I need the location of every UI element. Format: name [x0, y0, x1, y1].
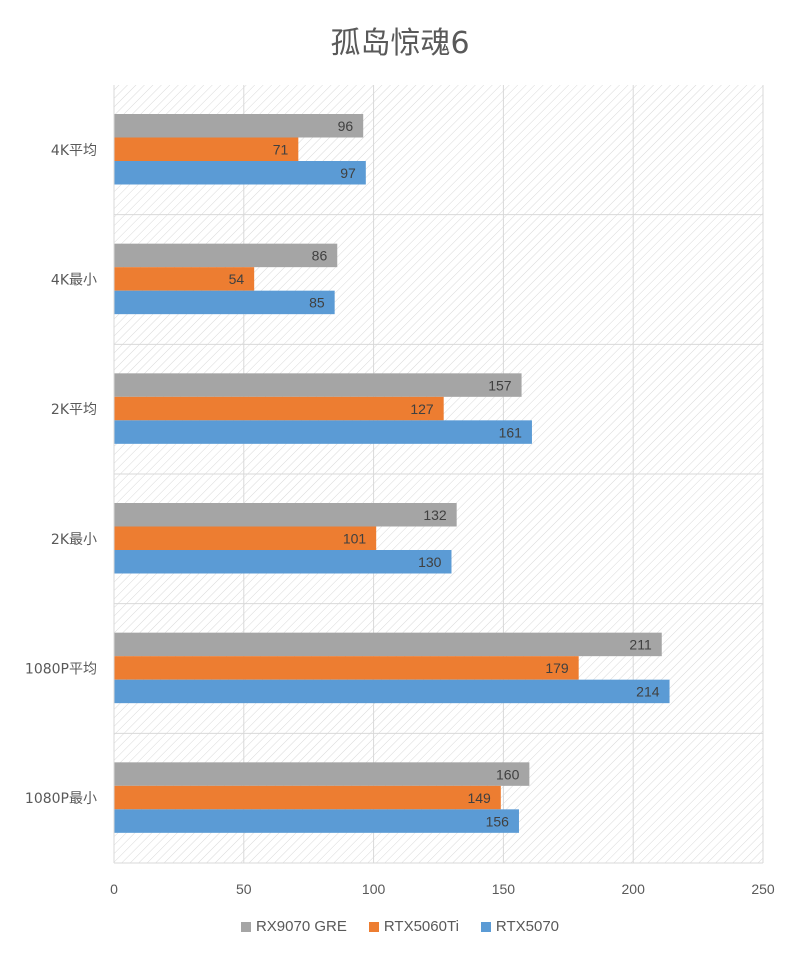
bar-rtx5060ti: [114, 137, 299, 161]
bar-rtx5070: [114, 679, 670, 704]
x-tick-label: 100: [362, 881, 386, 897]
data-label: 85: [309, 295, 325, 311]
bar-rx9070-gre: [114, 503, 457, 527]
data-label: 101: [343, 531, 367, 547]
bar-rx9070-gre: [114, 762, 530, 786]
bar-rx9070-gre: [114, 632, 662, 657]
legend-label: RTX5060Ti: [383, 918, 459, 935]
bar-rtx5060ti: [114, 785, 501, 810]
data-label: 132: [423, 507, 447, 523]
category-label: 4K最小: [51, 273, 97, 289]
data-label: 86: [312, 248, 328, 264]
data-label: 211: [629, 637, 652, 653]
data-label: 179: [545, 660, 569, 676]
category-label: 4K平均: [51, 143, 97, 159]
data-label: 157: [488, 377, 512, 393]
data-label: 71: [273, 142, 289, 158]
category-label: 2K平均: [51, 402, 97, 418]
data-label: 130: [418, 554, 442, 570]
bar-rtx5070: [114, 550, 452, 574]
x-tick-label: 50: [236, 881, 252, 897]
data-label: 214: [636, 684, 660, 700]
legend-label: RTX5070: [495, 918, 560, 935]
legend-item: RTX5060Ti: [368, 918, 459, 935]
category-label: 2K最小: [51, 532, 97, 548]
bar-rx9070-gre: [114, 243, 338, 268]
data-label: 149: [467, 790, 491, 806]
bar-rx9070-gre: [114, 114, 364, 138]
data-label: 97: [340, 165, 356, 181]
category-label: 1080P平均: [25, 662, 97, 678]
bar-rtx5060ti: [114, 396, 444, 421]
x-tick-label: 250: [751, 881, 775, 897]
legend-swatch: [480, 921, 491, 932]
bar-rtx5060ti: [114, 656, 579, 680]
legend-swatch: [368, 921, 379, 932]
data-label: 127: [410, 401, 434, 417]
data-label: 96: [338, 118, 354, 134]
legend-label: RX9070 GRE: [255, 918, 347, 935]
bar-rtx5060ti: [114, 526, 377, 550]
chart-title: 孤岛惊魂6: [330, 26, 470, 61]
bar-rtx5070: [114, 809, 519, 833]
bar-rtx5070: [114, 161, 366, 185]
legend-swatch: [240, 921, 251, 932]
data-label: 161: [499, 424, 523, 440]
data-label: 156: [486, 813, 510, 829]
bar-rtx5070: [114, 290, 335, 315]
x-tick-label: 150: [492, 881, 516, 897]
x-tick-label: 0: [110, 881, 118, 897]
data-label: 54: [229, 271, 245, 287]
x-tick-label: 200: [622, 881, 646, 897]
category-label: 1080P最小: [25, 791, 97, 807]
legend: RX9070 GRE RTX5060Ti RTX5070: [0, 918, 800, 935]
legend-item: RX9070 GRE: [240, 918, 347, 935]
bar-rtx5070: [114, 420, 532, 444]
data-label: 160: [496, 766, 520, 782]
bar-rx9070-gre: [114, 373, 522, 397]
legend-item: RTX5070: [480, 918, 560, 935]
bar-rtx5060ti: [114, 267, 255, 291]
